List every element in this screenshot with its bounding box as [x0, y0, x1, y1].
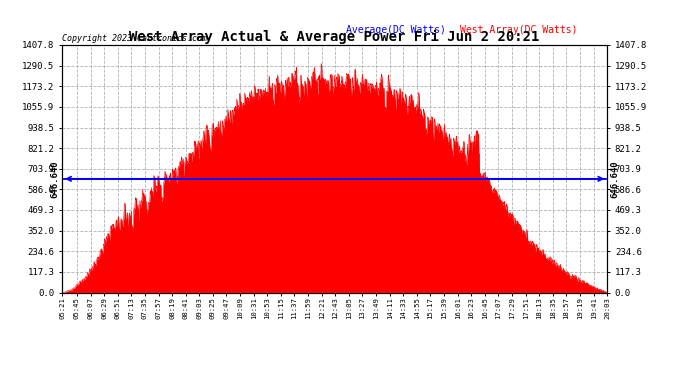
Text: West Array(DC Watts): West Array(DC Watts) [460, 25, 578, 35]
Text: Average(DC Watts): Average(DC Watts) [346, 25, 446, 35]
Text: Copyright 2023 Cartronics.com: Copyright 2023 Cartronics.com [62, 33, 207, 42]
Text: 646.640: 646.640 [610, 160, 619, 198]
Title: West Array Actual & Average Power Fri Jun 2 20:21: West Array Actual & Average Power Fri Ju… [130, 30, 540, 44]
Text: 646.640: 646.640 [50, 160, 59, 198]
